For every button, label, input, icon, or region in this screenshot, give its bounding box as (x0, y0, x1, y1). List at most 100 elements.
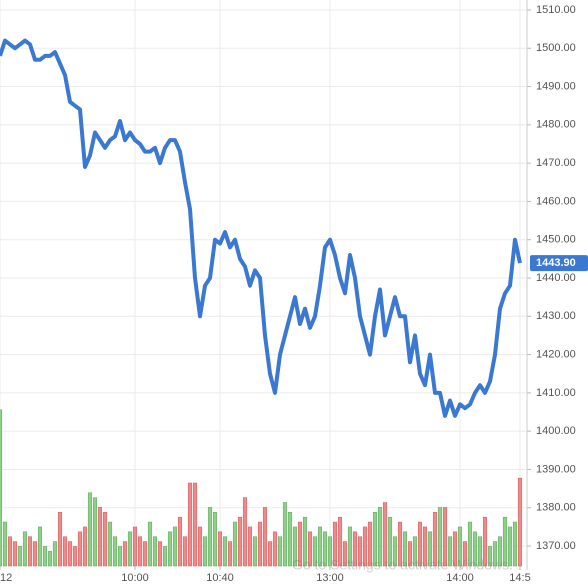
volume-bar (297, 521, 303, 567)
volume-bar (102, 512, 108, 567)
volume-bar (337, 516, 343, 567)
volume-bar (357, 536, 363, 567)
volume-bar (477, 536, 483, 567)
volume-bar (87, 492, 93, 567)
volume-bar (292, 526, 298, 567)
x-tick-label: 13:00 (316, 572, 344, 584)
y-tick-label: 1400.00 (536, 425, 576, 437)
volume-bar (442, 507, 448, 567)
volume-bar (407, 541, 413, 567)
volume-bar (137, 536, 143, 567)
volume-bar (397, 521, 403, 567)
volume-bar (32, 541, 38, 567)
volume-bar (157, 541, 163, 567)
price-line (0, 38, 522, 418)
volume-bar (387, 516, 393, 567)
x-tick-label: 10:40 (206, 572, 234, 584)
volume-bar (112, 536, 118, 567)
volume-bar (372, 512, 378, 567)
volume-bar (227, 541, 233, 567)
volume-bar (82, 526, 88, 567)
volume-bar (342, 541, 348, 567)
y-tick-label: 1390.00 (536, 463, 576, 475)
volume-bar (447, 536, 453, 567)
volume-bar (377, 507, 383, 567)
y-tick-label: 1500.00 (536, 42, 576, 54)
volume-bar (187, 482, 193, 567)
volume-bar (37, 526, 43, 567)
volume-bar (517, 477, 523, 567)
volume-bar (77, 531, 83, 567)
y-tick-label: 1470.00 (536, 157, 576, 169)
volume-bar (132, 526, 138, 567)
y-tick-label: 1490.00 (536, 80, 576, 92)
y-tick-label: 1380.00 (536, 502, 576, 514)
volume-bar (232, 521, 238, 567)
volume-bar (47, 551, 53, 567)
y-tick-label: 1370.00 (536, 540, 576, 552)
volume-bar (142, 541, 148, 567)
volume-bar (452, 531, 458, 567)
volume-bar (72, 546, 78, 567)
volume-bar (497, 536, 503, 567)
volume-bar (262, 507, 268, 567)
volume-bar (152, 536, 158, 567)
volume-bar (122, 541, 128, 567)
x-tick-label: 14:5 (509, 572, 530, 584)
volume-bar (207, 507, 213, 567)
volume-bar (212, 512, 218, 567)
volume-bar (422, 526, 428, 567)
volume-bar (257, 521, 263, 567)
volume-bar (92, 497, 98, 567)
volume-bar (312, 536, 318, 567)
volume-bar (267, 541, 273, 567)
volume-bar (252, 536, 258, 567)
volume-bar (162, 546, 168, 567)
last-price-box (530, 255, 588, 272)
volume-bar (417, 521, 423, 567)
volume-bar (277, 536, 283, 567)
volume-bar (182, 536, 188, 567)
volume-bar (107, 521, 113, 567)
volume-bar (367, 521, 373, 567)
volume-bar (307, 531, 313, 567)
last-price-label: 1443.90 (536, 257, 576, 269)
x-tick-label: 12 (0, 572, 12, 584)
volume-bar (492, 541, 498, 567)
volume-bar (237, 516, 243, 567)
volume-bar (127, 531, 133, 567)
volume-bar (12, 541, 18, 567)
volume-bar (507, 526, 513, 567)
volume-bar (462, 541, 468, 567)
volume-bar (67, 541, 73, 567)
volume-bar (362, 526, 368, 567)
volume-bar (382, 502, 388, 567)
volume-bar (247, 526, 253, 567)
y-tick-label: 1440.00 (536, 272, 576, 284)
watermark: Go to Settings to activate Windows. (292, 557, 513, 573)
volume-bar (62, 536, 68, 567)
volume-bar (287, 512, 293, 567)
volume-bar (402, 531, 408, 567)
volume-bar (327, 536, 333, 567)
volume-bar (512, 521, 518, 567)
volume-bar (17, 546, 23, 567)
volume-bar (22, 531, 28, 567)
volume-bar (487, 546, 493, 567)
volume-bar (467, 521, 473, 567)
y-tick-label: 1420.00 (536, 348, 576, 360)
volume-bar (42, 546, 48, 567)
volume-bar (502, 516, 508, 567)
volume-bar (437, 507, 443, 567)
volume-bar (352, 531, 358, 567)
y-tick-label: 1480.00 (536, 119, 576, 131)
volume-bar (57, 512, 63, 567)
volume-bar (177, 516, 183, 567)
volume-bar (272, 531, 278, 567)
x-tick-label: 14:00 (446, 572, 474, 584)
grid (0, 0, 527, 566)
volume-bar (282, 502, 288, 567)
volume-bar (472, 531, 478, 567)
volume-bar (432, 512, 438, 567)
